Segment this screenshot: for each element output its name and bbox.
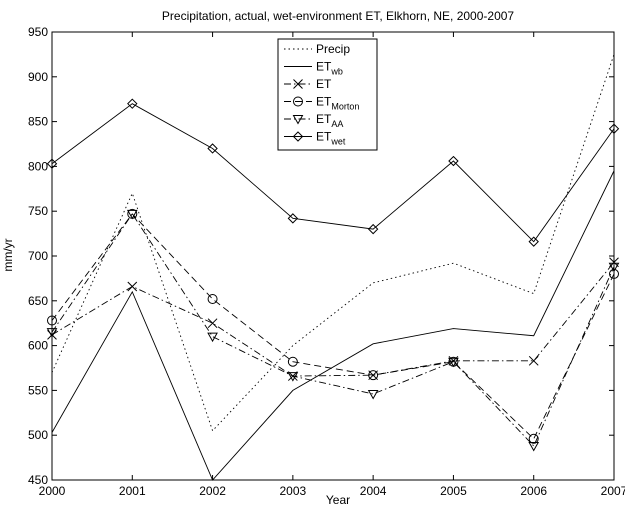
- data-point: [207, 318, 218, 329]
- y-tick-label: 800: [28, 159, 48, 173]
- series-line: [51, 213, 615, 440]
- data-point: [367, 389, 379, 400]
- data-point: [287, 372, 299, 382]
- data-point: [127, 98, 138, 109]
- data-point: [448, 357, 459, 368]
- data-point: [47, 315, 57, 326]
- legend-label: ET: [316, 77, 332, 91]
- series-etmorton: [47, 208, 619, 444]
- series-line: [51, 261, 615, 377]
- y-tick-label: 900: [28, 70, 48, 84]
- y-tick-label: 750: [28, 204, 48, 218]
- series-group: [46, 54, 620, 481]
- y-axis: 450 500 550 600 650 700 750 800 850 900 950: [28, 25, 614, 487]
- x-tick-label: 2004: [360, 484, 387, 498]
- series-line: [51, 54, 615, 432]
- y-tick-label: 850: [28, 115, 48, 129]
- data-point: [46, 158, 58, 169]
- legend-label-subscript: wb: [330, 67, 343, 77]
- x-tick-label: 2000: [39, 484, 66, 498]
- y-tick-label: 450: [28, 473, 48, 487]
- legend-label: Precip: [316, 42, 350, 56]
- data-point: [126, 209, 138, 220]
- data-point: [609, 268, 619, 279]
- x-axis: 2000 2001 2002 2003 2004 2005 2006 2007: [39, 32, 625, 498]
- series-line: [51, 170, 615, 481]
- data-point: [46, 328, 58, 338]
- data-point: [448, 155, 459, 167]
- data-point: [608, 123, 620, 134]
- legend-marker: [293, 96, 303, 107]
- data-point: [528, 441, 540, 452]
- y-tick-label: 950: [28, 25, 48, 39]
- legend-marker: [292, 131, 304, 142]
- legend-label-subscript: Morton: [331, 102, 359, 112]
- x-tick-label: 2003: [280, 484, 307, 498]
- data-point: [528, 433, 539, 444]
- series-etaa: [46, 209, 620, 452]
- x-tick-label: 2005: [440, 484, 467, 498]
- chart-title: Precipitation, actual, wet-environment E…: [162, 9, 515, 23]
- data-point: [367, 223, 379, 235]
- series-etwb: [51, 170, 615, 481]
- x-tick-label: 2007: [601, 484, 625, 498]
- data-point: [127, 281, 138, 292]
- x-tick-label: 2006: [520, 484, 547, 498]
- data-point: [207, 143, 218, 154]
- y-tick-label: 500: [28, 428, 48, 442]
- x-tick-label: 2002: [199, 484, 226, 498]
- data-point: [287, 356, 298, 367]
- legend-label-subscript: wet: [330, 137, 346, 147]
- series-line: [51, 103, 615, 243]
- x-tick-label: 2001: [119, 484, 146, 498]
- series-line: [51, 213, 615, 447]
- y-tick-label: 650: [28, 294, 48, 308]
- data-point: [528, 355, 539, 366]
- y-tick-label: 700: [28, 249, 48, 263]
- series-precip: [51, 54, 615, 432]
- legend-marker: [293, 79, 303, 89]
- legend-label-subscript: AA: [331, 119, 343, 129]
- series-et: [47, 257, 619, 381]
- data-point: [207, 332, 218, 343]
- data-point: [608, 262, 620, 273]
- legend-marker: [292, 115, 304, 125]
- data-point: [528, 236, 539, 247]
- y-tick-label: 550: [28, 383, 48, 397]
- data-point: [207, 294, 218, 305]
- legend-box: [277, 38, 378, 151]
- x-axis-title: Year: [326, 493, 350, 507]
- series-etwet: [46, 98, 620, 247]
- data-point: [368, 370, 379, 381]
- data-point: [287, 213, 299, 224]
- y-axis-title: mm/yr: [1, 238, 15, 271]
- y-tick-label: 600: [28, 339, 48, 353]
